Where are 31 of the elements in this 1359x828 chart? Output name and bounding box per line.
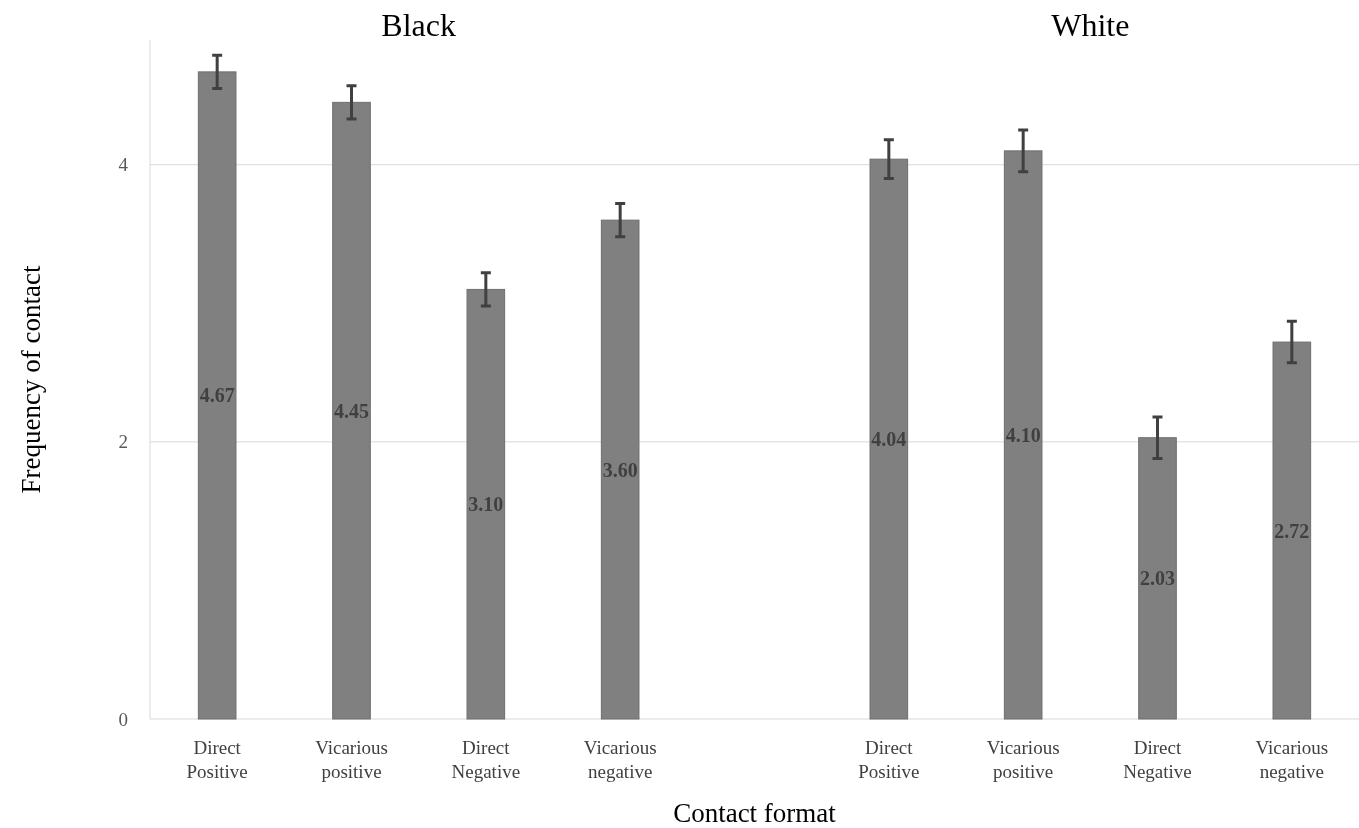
bar: [1138, 437, 1177, 720]
data-label: 2.03: [1140, 567, 1175, 590]
y-tick-label: 4: [118, 154, 129, 176]
bar: [869, 158, 909, 720]
bar: [332, 101, 371, 720]
data-label: 4.45: [334, 399, 369, 422]
y-tick-label: 2: [118, 431, 128, 453]
x-tick-label: Vicarious negative: [1255, 737, 1329, 782]
x-tick-label: Direct Positive: [186, 737, 248, 782]
y-axis-title: Frequency of contact: [16, 265, 46, 494]
data-label: 2.72: [1274, 519, 1310, 542]
bar: [1003, 150, 1043, 720]
x-tick-label: Vicarious positive: [315, 737, 388, 782]
data-label: 4.67: [199, 384, 235, 407]
data-label: 3.60: [602, 458, 638, 481]
annotation: White: [1051, 7, 1130, 43]
x-tick-label: Direct Positive: [858, 737, 920, 782]
bar: [466, 288, 506, 720]
annotation: Black: [381, 7, 456, 43]
x-tick-label: Direct Negative: [1123, 737, 1192, 782]
bar: [197, 71, 237, 720]
x-tick-label: Vicarious positive: [986, 737, 1060, 782]
data-label: 4.04: [871, 428, 907, 451]
data-label: 4.10: [1005, 423, 1041, 446]
x-tick-label: Direct Negative: [451, 737, 521, 782]
x-tick-label: Vicarious negative: [583, 737, 657, 782]
bar: [600, 219, 640, 720]
data-label: 3.10: [468, 493, 504, 516]
bar: [1272, 341, 1312, 720]
y-tick-label: 0: [118, 708, 128, 730]
x-axis-title: Contact format: [673, 798, 837, 828]
